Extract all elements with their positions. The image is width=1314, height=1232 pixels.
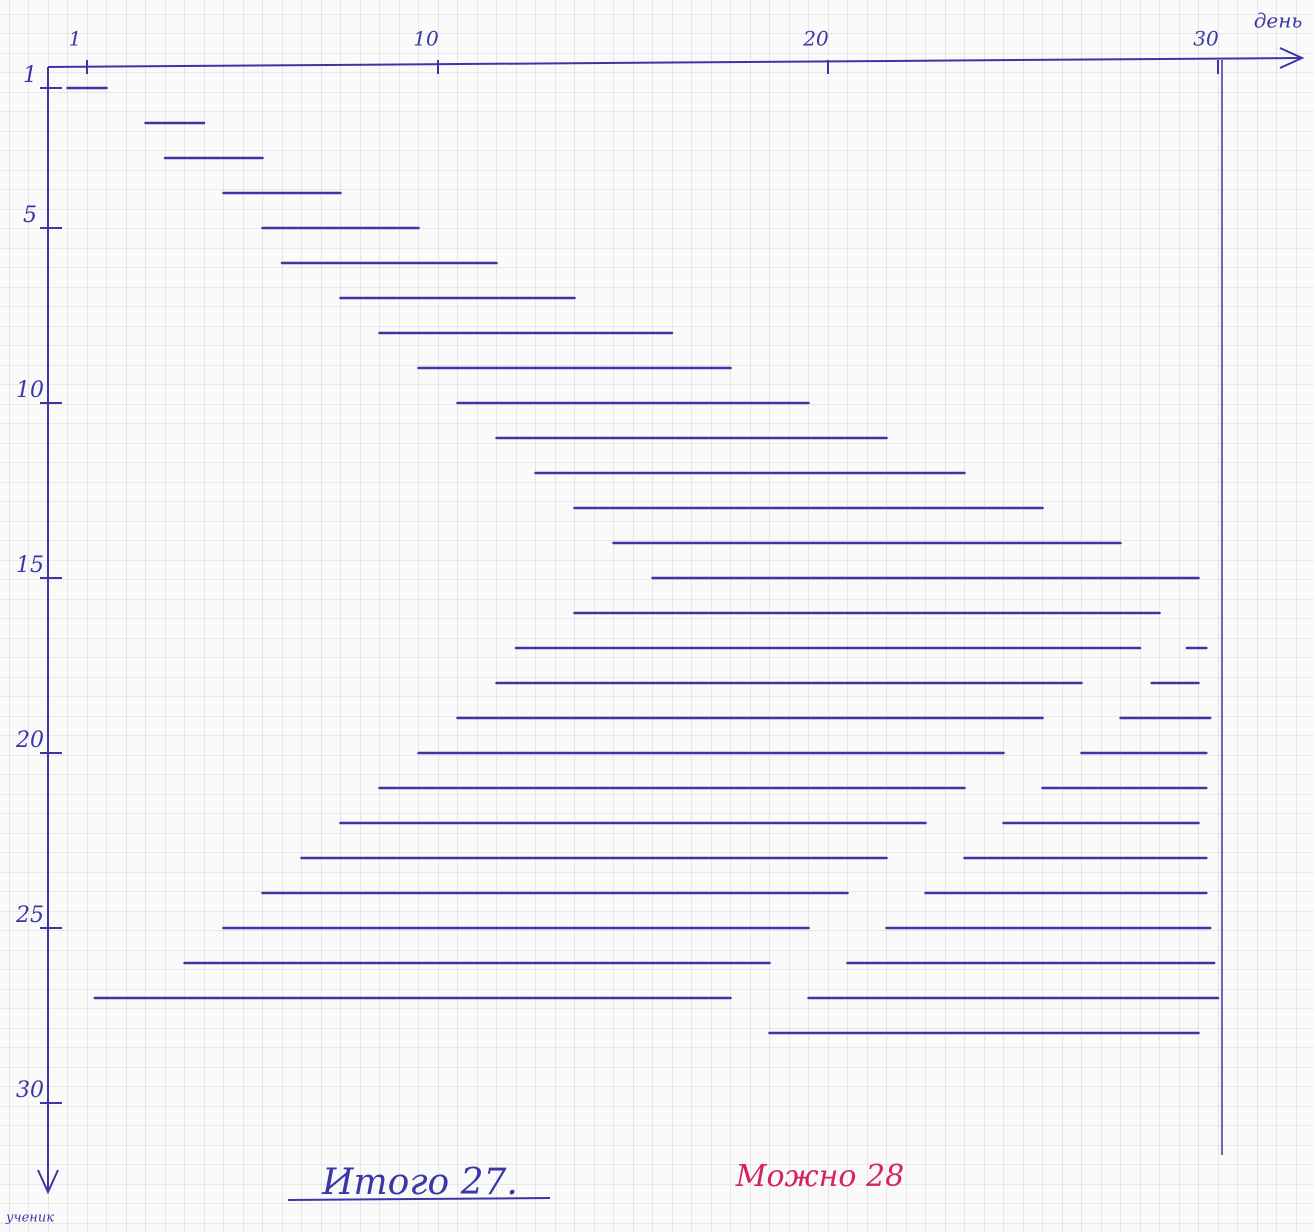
y-tick-label: 15 bbox=[16, 553, 44, 578]
page: день ученик 1102030151015202530Итого 27.… bbox=[0, 0, 1314, 1232]
note: Можно 28 bbox=[735, 1159, 904, 1194]
x-tick-label: 20 bbox=[802, 27, 829, 51]
y-tick-label: 5 bbox=[23, 203, 37, 228]
y-tick-label: 20 bbox=[15, 728, 44, 753]
y-tick-label: 30 bbox=[16, 1078, 44, 1103]
x-tick-label: 1 bbox=[69, 27, 82, 51]
y-tick-label: 10 bbox=[16, 378, 44, 403]
x-axis-label: день bbox=[1254, 9, 1303, 33]
y-axis-label: ученик bbox=[5, 1211, 54, 1226]
y-tick-label: 25 bbox=[15, 903, 44, 928]
y-tick-label: 1 bbox=[23, 63, 37, 88]
chart: день ученик 1102030151015202530Итого 27.… bbox=[0, 0, 1314, 1232]
x-tick-label: 30 bbox=[1193, 27, 1219, 51]
graph-paper bbox=[0, 0, 1314, 1232]
note: Итого 27. bbox=[321, 1162, 518, 1203]
x-tick-label: 10 bbox=[413, 27, 439, 51]
